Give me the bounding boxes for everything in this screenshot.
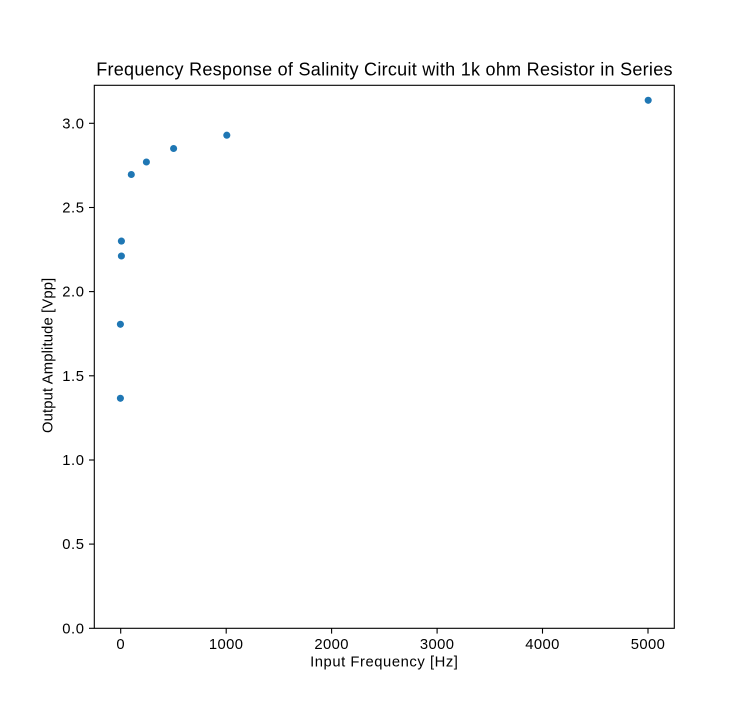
svg-text:Frequency Response of Salinity: Frequency Response of Salinity Circuit w…: [96, 59, 673, 79]
svg-text:2000: 2000: [314, 637, 349, 653]
svg-text:Input Frequency [Hz]: Input Frequency [Hz]: [310, 655, 458, 671]
svg-text:0.0: 0.0: [62, 621, 84, 637]
svg-text:Output Amplitude [Vpp]: Output Amplitude [Vpp]: [41, 278, 57, 433]
svg-text:3000: 3000: [420, 637, 455, 653]
svg-text:5000: 5000: [631, 637, 666, 653]
svg-text:1.5: 1.5: [62, 369, 84, 385]
svg-text:1.0: 1.0: [62, 453, 84, 469]
svg-text:0: 0: [116, 637, 125, 653]
svg-text:2.0: 2.0: [62, 285, 84, 301]
svg-text:0.5: 0.5: [62, 537, 84, 553]
svg-text:1000: 1000: [209, 637, 244, 653]
svg-text:2.5: 2.5: [62, 201, 84, 217]
svg-text:4000: 4000: [525, 637, 560, 653]
svg-text:3.0: 3.0: [62, 116, 84, 132]
